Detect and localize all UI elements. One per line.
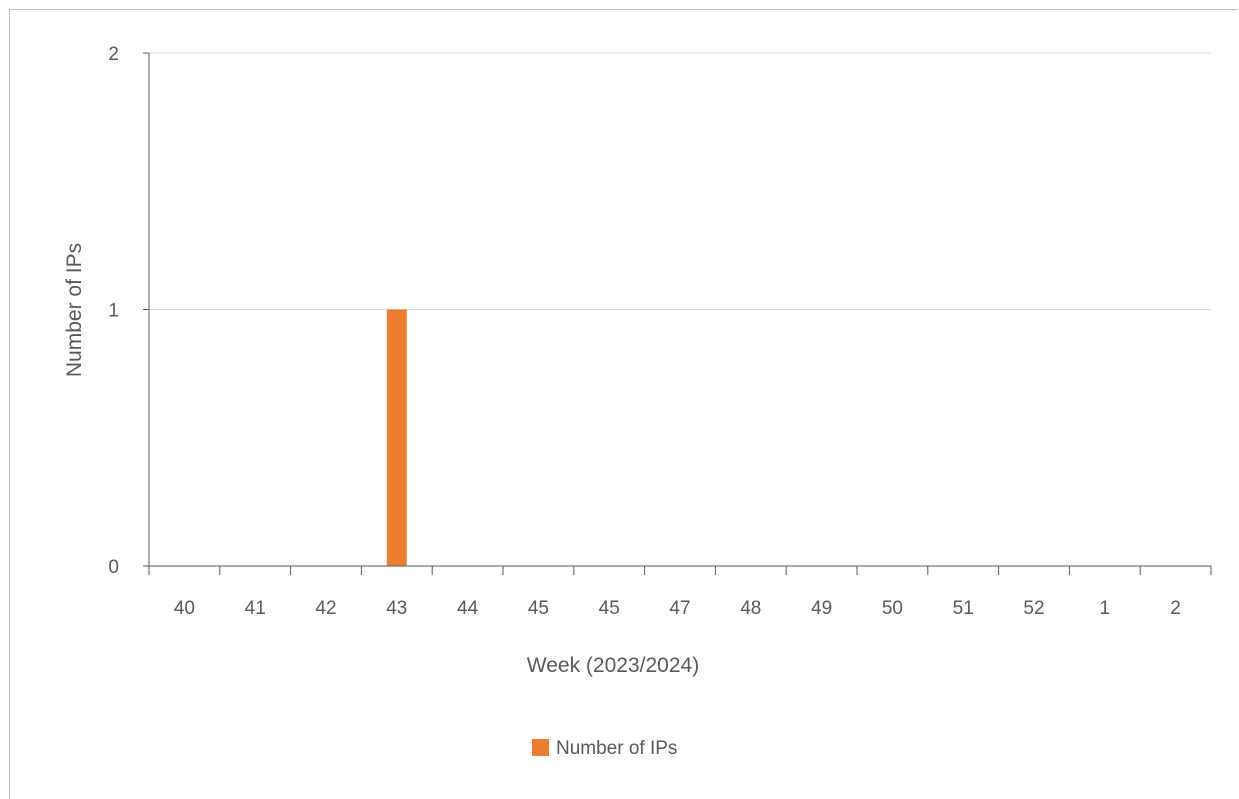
x-tick-label: 44	[457, 598, 479, 619]
x-tick-label: 40	[174, 598, 195, 619]
x-tick-label: 52	[1023, 598, 1044, 619]
axes	[148, 53, 1212, 575]
x-tick-label: 50	[882, 598, 903, 619]
x-tick-label: 45	[599, 598, 620, 619]
y-tick-labels: 0 1 2	[108, 44, 119, 578]
bar	[386, 309, 407, 566]
legend-label: Number of IPs	[556, 738, 677, 759]
x-tick-label: 47	[669, 598, 690, 619]
x-tick-label: 1	[1100, 598, 1111, 619]
y-axis-title: Number of IPs	[63, 243, 86, 377]
x-tick-label: 49	[811, 598, 832, 619]
bars	[386, 309, 407, 566]
x-tick-label: 51	[953, 598, 974, 619]
x-tick-label: 48	[740, 598, 761, 619]
gridlines	[143, 52, 1211, 567]
x-axis-title: Week (2023/2024)	[527, 654, 699, 677]
x-tick-label: 41	[245, 598, 266, 619]
legend: Number of IPs	[532, 738, 677, 759]
x-tick-label: 42	[315, 598, 336, 619]
x-tick-label: 45	[528, 598, 549, 619]
legend-swatch	[532, 739, 549, 756]
y-tick-label: 1	[108, 301, 119, 322]
y-tick-label: 0	[108, 557, 119, 578]
chart-frame	[9, 9, 1238, 799]
y-tick-label: 2	[108, 44, 119, 65]
x-tick-labels: 40 41 42 43 44 45 45 47 48 49 50 51 52 1 2	[174, 598, 1181, 619]
x-tick-label: 43	[386, 598, 407, 619]
x-tick-label: 2	[1170, 598, 1181, 619]
